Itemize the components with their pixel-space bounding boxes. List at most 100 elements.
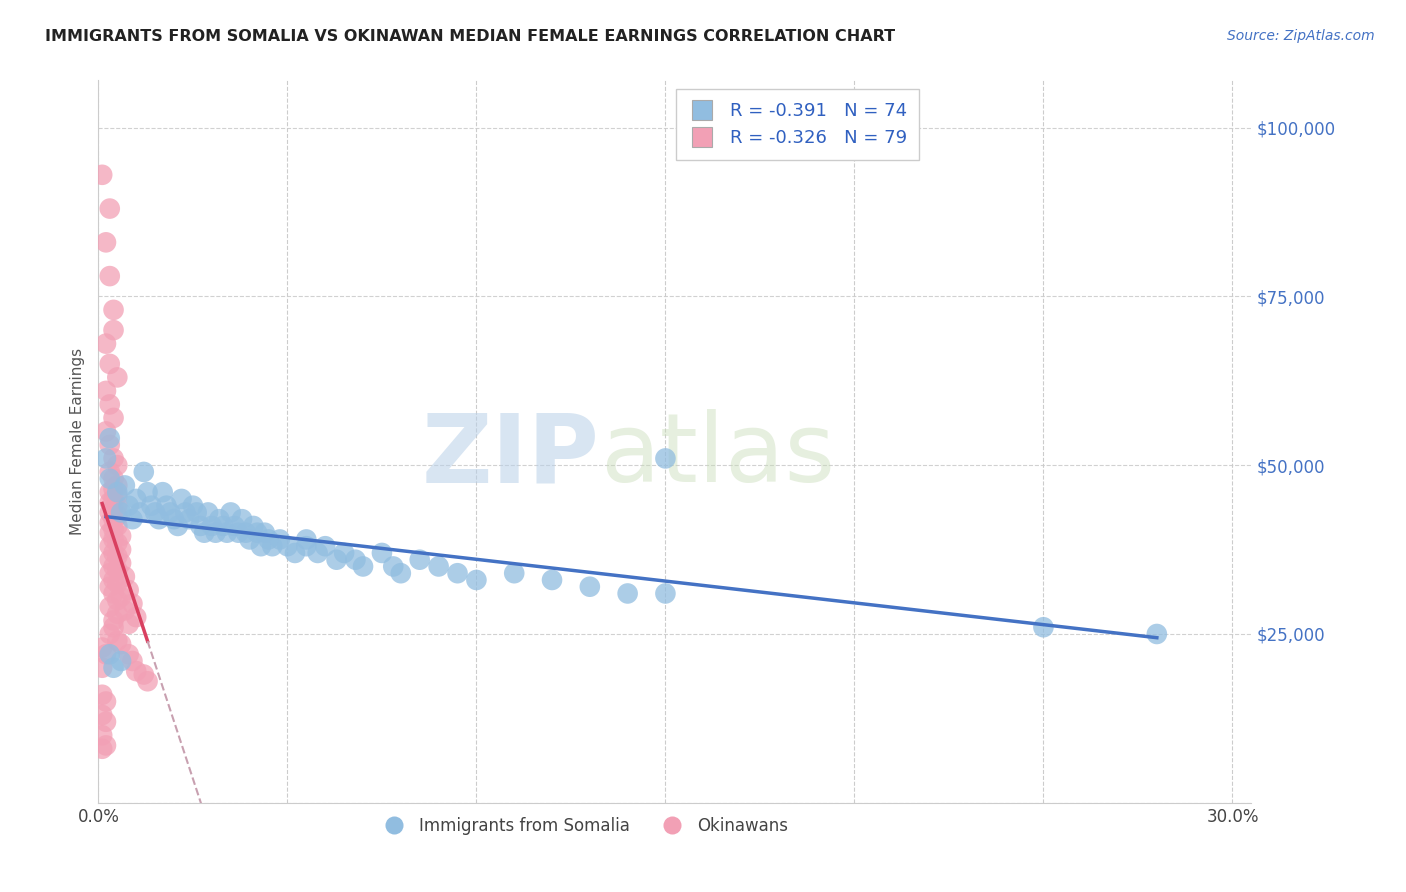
Point [110,505,132,519]
Point [269,533,291,547]
Point [389,566,412,581]
Point [98,525,121,540]
Point [94,336,117,351]
Point [105,563,128,577]
Point [105,519,128,533]
Point [166,519,188,533]
Point [105,549,128,564]
Point [118,499,141,513]
Point [314,539,336,553]
Point [174,505,197,519]
Point [114,569,136,583]
Point [103,620,125,634]
Point [579,580,602,594]
Point [94,714,117,729]
Point [105,536,128,550]
Point [246,525,269,540]
Point [98,505,121,519]
Point [91,688,114,702]
Point [118,647,141,661]
Point [110,529,132,543]
Point [276,539,298,553]
Point [125,610,148,624]
Point [212,519,235,533]
Point [179,512,201,526]
Point [98,516,121,530]
Point [193,525,215,540]
Point [352,559,374,574]
Point [91,168,114,182]
Point [103,323,125,337]
Point [136,674,159,689]
Point [159,505,181,519]
Point [224,519,246,533]
Point [125,491,148,506]
Point [141,499,163,513]
Point [105,593,128,607]
Point [231,512,253,526]
Point [257,533,280,547]
Point [503,566,526,581]
Point [103,559,125,574]
Point [129,505,152,519]
Y-axis label: Median Female Earnings: Median Female Earnings [70,348,86,535]
Point [98,472,121,486]
Point [654,586,676,600]
Point [110,637,132,651]
Point [105,499,128,513]
Legend: Immigrants from Somalia, Okinawans: Immigrants from Somalia, Okinawans [371,810,794,841]
Point [103,614,125,628]
Point [253,525,276,540]
Point [110,590,132,604]
Point [103,573,125,587]
Point [103,586,125,600]
Point [94,451,117,466]
Point [91,708,114,723]
Point [118,616,141,631]
Point [427,559,450,574]
Point [94,647,117,661]
Point [181,499,204,513]
Point [98,485,121,500]
Point [98,566,121,581]
Point [103,533,125,547]
Point [110,542,132,557]
Point [98,647,121,661]
Point [201,519,224,533]
Point [105,508,128,523]
Point [186,505,208,519]
Point [103,502,125,516]
Point [105,576,128,591]
Point [110,556,132,570]
Point [94,235,117,250]
Text: atlas: atlas [600,409,835,502]
Point [242,519,264,533]
Text: ZIP: ZIP [422,409,600,502]
Point [103,512,125,526]
Point [114,478,136,492]
Point [91,728,114,742]
Text: Source: ZipAtlas.com: Source: ZipAtlas.com [1227,29,1375,43]
Point [208,512,231,526]
Point [197,505,219,519]
Point [98,438,121,452]
Point [307,546,329,560]
Point [262,539,284,553]
Point [94,694,117,708]
Point [143,505,166,519]
Point [91,640,114,655]
Point [105,485,128,500]
Point [121,597,143,611]
Point [235,525,257,540]
Point [333,546,356,560]
Point [98,599,121,614]
Point [105,607,128,621]
Point [295,533,318,547]
Point [654,451,676,466]
Point [382,559,405,574]
Point [226,525,249,540]
Point [98,202,121,216]
Point [98,627,121,641]
Point [98,539,121,553]
Point [105,458,128,472]
